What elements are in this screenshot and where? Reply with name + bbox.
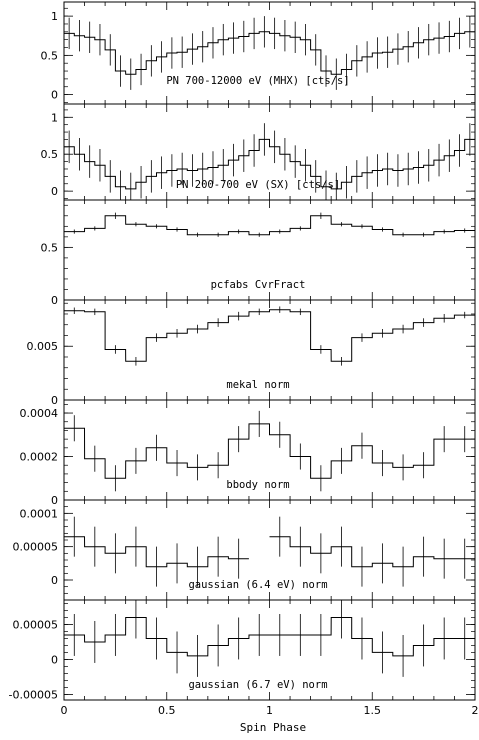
y-tick-label: 0.0002 [20, 451, 59, 464]
y-tick-label: 0.5 [41, 241, 59, 254]
panel-label: gaussian (6.4 eV) norm [188, 579, 327, 591]
y-tick-label: 0.5 [41, 49, 59, 62]
y-tick-label: 0 [51, 185, 58, 198]
y-tick-label: 0.005 [27, 340, 59, 353]
panel-7: -0.00005 0 0.00005 gaussian (6.7 eV) norm [9, 599, 476, 701]
y-tick-label: 0.00005 [13, 618, 59, 631]
panel-5: 0 0.0002 0.0004 bbody norm [20, 399, 476, 507]
series-line [64, 31, 475, 75]
series-line [64, 536, 475, 568]
y-tick-label: 0 [51, 574, 58, 587]
panel-label: mekal norm [226, 379, 289, 391]
series-line [64, 138, 475, 190]
y-tick-label: 1 [51, 10, 58, 23]
panel-label: pcfabs CvrFract [211, 279, 306, 291]
panel-label: PN 200-700 eV (SX) [cts/s] [176, 179, 340, 191]
panel-1: 0 0.5 1 PN 700-12000 eV (MHX) [cts/s] [41, 1, 476, 105]
x-tick-label: 1 [266, 704, 273, 717]
y-tick-label: 0 [51, 294, 58, 307]
x-tick-label: 0 [61, 704, 68, 717]
x-tick-label: 2 [472, 704, 479, 717]
panel-frame [63, 1, 476, 105]
y-tick-label: 0.0004 [20, 407, 59, 420]
y-tick-label: 0 [51, 89, 58, 102]
panel-4: 0 0.005 mekal norm [27, 299, 476, 407]
panels: 0 0.5 1 PN 700-12000 eV (MHX) [cts/s] 0 0.5 1 P… [9, 1, 476, 701]
panel-2: 0 0.5 1 PN 200-700 eV (SX) [cts/s] [41, 103, 476, 201]
y-tick-label: 0.5 [41, 148, 59, 161]
panel-6: 0 0.00005 0.0001 gaussian (6.4 eV) norm [13, 499, 476, 601]
series-line [64, 309, 475, 362]
y-tick-label: 0 [51, 394, 58, 407]
panel-label: bbody norm [226, 479, 289, 491]
x-tick-label: 1.5 [364, 704, 382, 717]
series-line [64, 617, 475, 657]
x-tick-label: 0.5 [158, 704, 176, 717]
panel-label: PN 700-12000 eV (MHX) [cts/s] [166, 75, 349, 87]
y-tick-label: 0 [51, 653, 58, 666]
panel-label: gaussian (6.7 eV) norm [188, 679, 327, 691]
series-line [64, 423, 475, 479]
y-tick-label: -0.00005 [9, 688, 58, 701]
series-line [64, 215, 475, 236]
y-tick-label: 0.00005 [13, 541, 59, 554]
x-axis-label: Spin Phase [240, 721, 306, 734]
y-tick-label: 0.0001 [20, 507, 59, 520]
panel-3: 0 0.5 pcfabs CvrFract [41, 199, 476, 307]
x-axis: 0 0.5 1 1.5 2 [61, 704, 479, 717]
y-tick-label: 0 [51, 494, 58, 507]
y-tick-label: 1 [51, 111, 58, 124]
